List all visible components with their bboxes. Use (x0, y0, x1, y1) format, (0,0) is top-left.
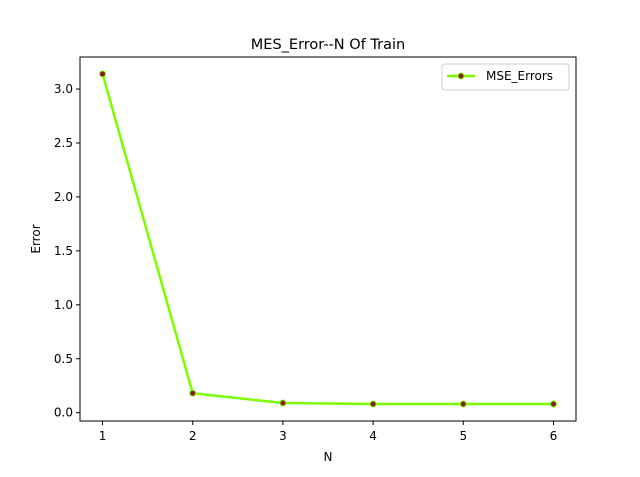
data-point (369, 400, 377, 408)
y-axis-label: Error (29, 224, 43, 253)
series-line (101, 73, 554, 406)
x-tick-label: 3 (279, 429, 287, 443)
y-tick-label: 1.5 (54, 244, 73, 258)
data-point (99, 70, 107, 78)
x-tick-label: 6 (550, 429, 558, 443)
plot-area-frame (79, 56, 577, 422)
y-tick-label: 2.0 (54, 190, 73, 204)
x-tick-label: 1 (99, 429, 107, 443)
y-tick-label: 2.5 (54, 136, 73, 150)
legend-marker-swatch (457, 72, 465, 80)
y-tick-label: 3.0 (54, 82, 73, 96)
legend-box (441, 63, 570, 91)
x-tick-label: 2 (189, 429, 197, 443)
data-point (189, 389, 197, 397)
legend: MSE_Errors (441, 63, 570, 91)
series-layer (99, 70, 557, 408)
x-axis-label: N (324, 450, 333, 464)
y-tick-label: 1.0 (54, 298, 73, 312)
x-tick-label: 4 (369, 429, 377, 443)
chart-title: MES_Error--N Of Train (251, 37, 405, 53)
y-axis-ticks: 0.0 0.5 1.0 1.5 2.0 2.5 3.0 (54, 82, 80, 420)
y-tick-label: 0.5 (54, 352, 73, 366)
data-point (549, 400, 557, 408)
legend-label: MSE_Errors (486, 69, 553, 83)
data-point (459, 400, 467, 408)
x-tick-label: 5 (459, 429, 467, 443)
y-tick-label: 0.0 (54, 406, 73, 420)
data-point (279, 399, 287, 407)
x-axis-ticks: 1 2 3 4 5 6 (99, 421, 558, 443)
